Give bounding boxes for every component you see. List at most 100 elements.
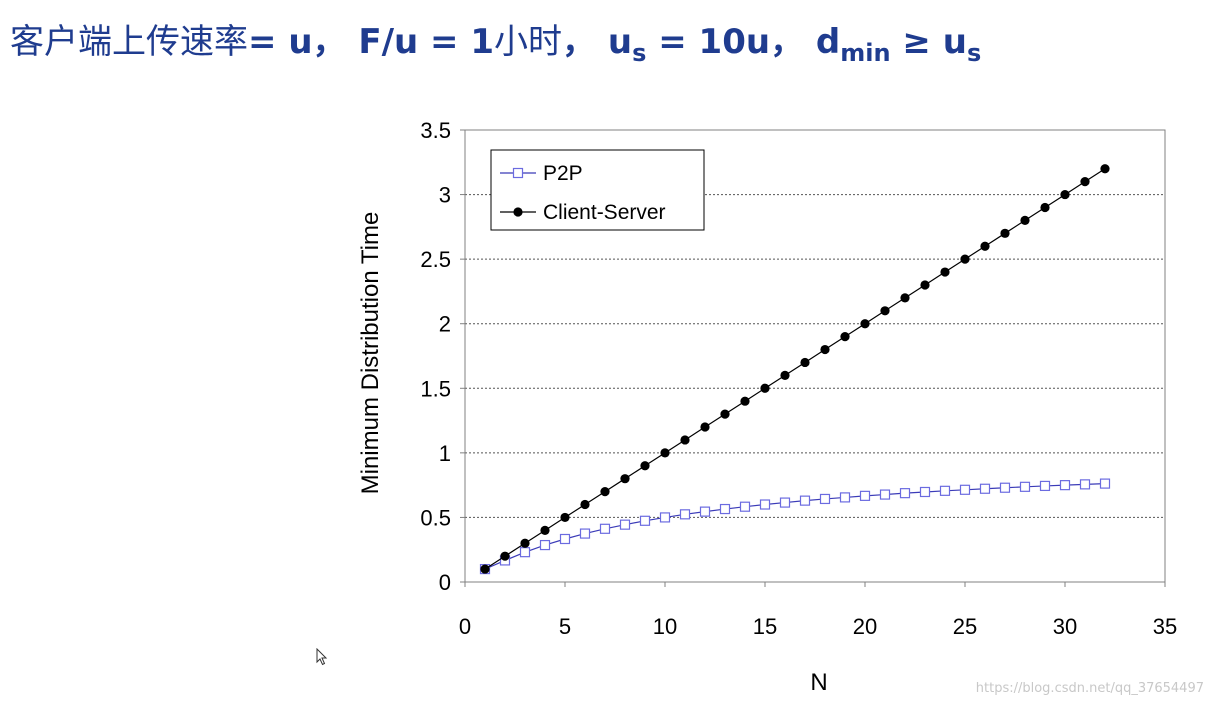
data-point-p2p bbox=[899, 488, 911, 499]
data-point-client-server bbox=[640, 461, 650, 471]
x-axis-label: N bbox=[810, 669, 827, 696]
data-point-client-server bbox=[480, 564, 490, 574]
data-point-client-server bbox=[1020, 215, 1030, 225]
data-point-p2p bbox=[1059, 480, 1071, 491]
series-layer bbox=[479, 164, 1111, 575]
data-point-p2p bbox=[1079, 479, 1091, 490]
data-point-p2p bbox=[1019, 481, 1031, 492]
data-point-p2p bbox=[779, 497, 791, 508]
data-point-client-server bbox=[780, 370, 790, 380]
y-axis-label: Minimum Distribution Time bbox=[357, 212, 384, 495]
data-point-client-server bbox=[540, 525, 550, 535]
data-point-p2p bbox=[579, 528, 591, 539]
data-point-client-server bbox=[1040, 202, 1050, 213]
data-point-p2p bbox=[939, 485, 951, 496]
data-point-p2p bbox=[639, 515, 651, 526]
x-tick-label: 15 bbox=[753, 614, 777, 639]
data-point-p2p bbox=[839, 492, 851, 503]
data-point-p2p bbox=[559, 533, 571, 545]
data-point-p2p bbox=[1039, 480, 1051, 492]
y-tick-label: 1.5 bbox=[420, 376, 451, 401]
y-tick-label: 3.5 bbox=[420, 118, 451, 143]
x-tick-label: 30 bbox=[1053, 614, 1077, 639]
data-point-p2p bbox=[539, 539, 551, 551]
data-point-client-server bbox=[900, 293, 910, 303]
data-point-p2p bbox=[659, 512, 671, 523]
y-tick-label: 2 bbox=[439, 312, 451, 337]
data-point-p2p bbox=[519, 547, 531, 558]
y-tick-label: 3 bbox=[439, 183, 451, 208]
data-point-client-server bbox=[920, 280, 930, 290]
legend-label-p2p: P2P bbox=[543, 162, 583, 185]
grid-lines bbox=[465, 194, 1165, 518]
data-point-client-server bbox=[1000, 228, 1010, 238]
data-point-p2p bbox=[979, 483, 991, 494]
data-point-client-server bbox=[500, 551, 510, 561]
data-point-client-server bbox=[820, 344, 830, 355]
legend-marker-p2p bbox=[512, 167, 524, 179]
data-point-client-server bbox=[940, 267, 950, 277]
title-part4: ≥ u bbox=[890, 22, 967, 62]
watermark-text: https://blog.csdn.net/qq_37654497 bbox=[975, 681, 1204, 696]
y-tick-label: 0.5 bbox=[420, 505, 451, 530]
data-point-client-server bbox=[660, 448, 670, 458]
data-point-p2p bbox=[699, 506, 711, 517]
data-point-p2p bbox=[1099, 478, 1111, 489]
x-tick-label: 25 bbox=[953, 614, 977, 639]
data-point-p2p bbox=[679, 509, 691, 520]
x-tick-label: 20 bbox=[853, 614, 877, 639]
data-point-p2p bbox=[919, 486, 931, 498]
y-tick-label: 0 bbox=[439, 570, 451, 595]
legend-marker-client-server bbox=[513, 207, 523, 217]
data-point-client-server bbox=[600, 487, 610, 497]
data-point-client-server bbox=[520, 538, 530, 548]
data-point-p2p bbox=[799, 495, 811, 506]
data-point-client-server bbox=[1080, 177, 1090, 187]
mouse-cursor-icon bbox=[316, 647, 328, 670]
x-tick-label: 35 bbox=[1153, 614, 1177, 639]
plot-area-frame bbox=[464, 129, 1166, 583]
y-tick-label: 2.5 bbox=[420, 247, 451, 272]
data-point-p2p bbox=[859, 490, 871, 501]
title-unit: 小时 bbox=[494, 22, 563, 62]
y-tick-label: 1 bbox=[439, 441, 451, 466]
data-point-client-server bbox=[740, 396, 750, 406]
data-point-p2p bbox=[879, 489, 891, 500]
x-tick-label: 10 bbox=[653, 614, 677, 639]
data-point-p2p bbox=[599, 523, 611, 534]
legend-box bbox=[490, 149, 705, 231]
data-point-client-server bbox=[1100, 164, 1110, 174]
slide-title: 客户端上传速率= u， F/u = 1小时， us = 10u， dmin ≥ … bbox=[10, 14, 981, 65]
data-point-client-server bbox=[800, 357, 810, 368]
data-point-client-server bbox=[880, 306, 890, 316]
data-point-p2p bbox=[999, 482, 1011, 493]
data-point-client-server bbox=[1060, 189, 1070, 200]
data-point-client-server bbox=[720, 409, 730, 419]
data-point-p2p bbox=[759, 499, 771, 510]
data-point-client-server bbox=[700, 422, 710, 432]
title-dmin-subscript: min bbox=[840, 39, 891, 67]
data-point-p2p bbox=[959, 484, 971, 495]
data-point-client-server bbox=[760, 383, 770, 393]
data-point-client-server bbox=[680, 435, 690, 445]
title-part1: = u， F/u = 1 bbox=[248, 22, 495, 62]
data-point-client-server bbox=[560, 512, 570, 523]
title-prefix: 客户端上传速率 bbox=[10, 22, 248, 62]
data-point-client-server bbox=[620, 474, 630, 484]
x-tick-label: 0 bbox=[459, 614, 471, 639]
data-point-p2p bbox=[719, 503, 731, 515]
title-us-subscript-2: s bbox=[966, 39, 982, 67]
title-part2: ， u bbox=[562, 22, 633, 62]
data-point-client-server bbox=[960, 254, 970, 264]
chart-legend: P2P Client-Server bbox=[490, 149, 705, 231]
data-point-client-server bbox=[860, 319, 870, 329]
data-point-client-server bbox=[580, 499, 590, 510]
series-line-p2p bbox=[484, 482, 1106, 570]
data-point-p2p bbox=[739, 501, 751, 512]
x-axis: 0 5 10 15 20 25 30 35 bbox=[459, 582, 1177, 639]
data-point-client-server bbox=[840, 332, 850, 342]
data-point-client-server bbox=[980, 241, 990, 251]
data-point-p2p bbox=[819, 493, 831, 505]
title-us-subscript: s bbox=[632, 39, 647, 67]
